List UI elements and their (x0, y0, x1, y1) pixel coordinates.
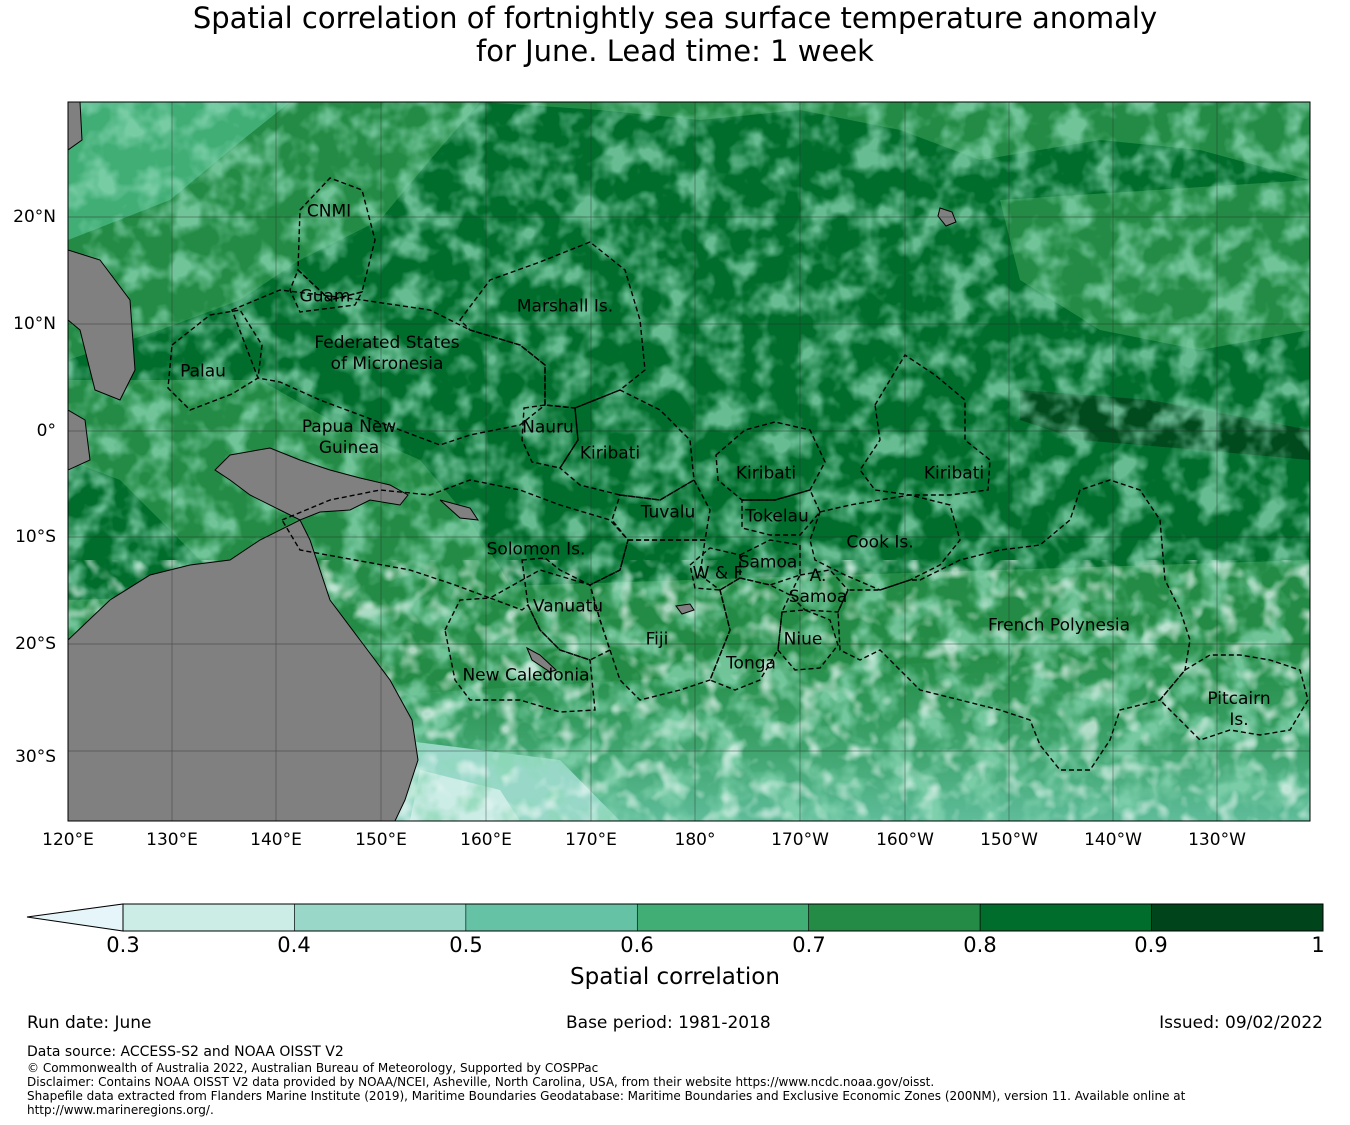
taiwan (68, 102, 83, 151)
colorbar-tick: 0.3 (106, 933, 140, 957)
region-label-niue: Niue (783, 629, 823, 650)
region-label-kiribati-phoenix: Kiribati (735, 463, 797, 484)
lat-label-30s: 30°S (15, 747, 56, 767)
shapefile-credit-line1: Shapefile data extracted from Flanders M… (27, 1089, 1186, 1103)
colorbar-under-triangle (26, 903, 124, 932)
base-period: Base period: 1981-2018 (566, 1013, 771, 1033)
lat-label-20n: 20°N (13, 207, 56, 227)
lon-label-140e: 140°E (250, 830, 302, 850)
lon-label-150e: 150°E (355, 830, 407, 850)
region-label-pitcairn: Pitcairn Is. (1207, 689, 1270, 731)
colorbar-bin (294, 903, 467, 932)
colorbar-bin (122, 903, 295, 932)
new-caledonia (525, 646, 557, 673)
issued-date: Issued: 09/02/2022 (1159, 1013, 1323, 1033)
region-label-png-line1: Papua New (301, 417, 397, 437)
graticule (68, 102, 1310, 821)
region-label-wallis-futuna: W & F (692, 563, 744, 584)
lat-label-20s: 20°S (15, 634, 56, 654)
lon-label-120e: 120°E (42, 830, 94, 850)
colorbar (26, 903, 1324, 932)
map-frame (67, 101, 1311, 822)
eez-boundaries (167, 177, 1309, 771)
region-label-fiji: Fiji (645, 629, 669, 650)
region-label-as-line2: Samoa (788, 587, 848, 607)
region-label-fsm-line1: Federated States (314, 333, 460, 353)
region-label-kiribati-line: Kiribati (923, 463, 985, 484)
map-title: Spatial correlation of fortnightly sea s… (0, 2, 1350, 68)
colorbar-tick: 0.9 (1134, 933, 1168, 957)
region-label-vanuatu: Vanuatu (532, 596, 604, 617)
australia (68, 519, 419, 821)
lon-label-130w: 130°W (1188, 830, 1246, 850)
lon-label-170e: 170°E (565, 830, 617, 850)
colorbar-tick: 0.8 (963, 933, 997, 957)
region-label-nauru: Nauru (522, 417, 574, 438)
region-label-american-samoa: A. Samoa (789, 566, 848, 608)
philippines (68, 249, 136, 401)
region-label-cnmi: CNMI (306, 201, 352, 222)
region-label-png: Papua New Guinea (302, 417, 396, 459)
lat-label-10s: 10°S (15, 527, 56, 547)
region-label-as-line1: A. (809, 566, 827, 586)
colorbar-tick: 1 (1311, 933, 1325, 957)
land (68, 102, 957, 821)
lat-label-10n: 10°N (13, 314, 56, 334)
colorbar-bin (636, 903, 810, 932)
title-line-1: Spatial correlation of fortnightly sea s… (192, 1, 1158, 35)
colorbar-bin (979, 903, 1152, 932)
colorbar-label: Spatial correlation (570, 964, 780, 990)
region-label-samoa: Samoa (738, 552, 798, 573)
new-guinea (214, 447, 409, 521)
lon-label-160w: 160°W (876, 830, 934, 850)
region-label-kiribati-gilbert: Kiribati (579, 443, 641, 464)
lat-label-0: 0° (36, 421, 56, 441)
region-label-png-line2: Guinea (318, 438, 380, 458)
copyright: © Commonwealth of Australia 2022, Austra… (27, 1061, 599, 1075)
colorbar-bin (808, 903, 981, 932)
lon-label-130e: 130°E (146, 830, 198, 850)
footer-notes: Data source: ACCESS-S2 and NOAA OISST V2… (27, 1044, 1327, 1117)
region-label-tuvalu: Tuvalu (640, 502, 696, 523)
region-label-guam: Guam (299, 286, 351, 307)
solomons (439, 499, 480, 521)
colorbar-tick: 0.4 (277, 933, 311, 957)
region-label-fsm: Federated States of Micronesia (314, 333, 459, 375)
colorbar-bin (465, 903, 638, 932)
borneo-edge (68, 409, 91, 471)
title-line-2: for June. Lead time: 1 week (476, 34, 874, 68)
data-source: Data source: ACCESS-S2 and NOAA OISST V2 (27, 1044, 344, 1060)
colorbar-tick: 0.7 (792, 933, 826, 957)
colorbar-tick: 0.5 (449, 933, 483, 957)
run-date: Run date: June (27, 1013, 152, 1033)
colorbar-tick: 0.6 (620, 933, 654, 957)
lon-label-170w: 170°W (771, 830, 829, 850)
lon-label-160e: 160°E (460, 830, 512, 850)
region-label-solomon: Solomon Is. (486, 539, 586, 560)
region-label-cook: Cook Is. (846, 532, 914, 553)
lon-label-140w: 140°W (1084, 830, 1142, 850)
region-label-fsm-line2: of Micronesia (330, 354, 444, 374)
lon-label-180: 180° (674, 830, 716, 850)
lon-label-150w: 150°W (980, 830, 1038, 850)
region-label-french-polynesia: French Polynesia (988, 615, 1130, 636)
fiji (675, 603, 695, 615)
disclaimer: Disclaimer: Contains NOAA OISST V2 data … (27, 1075, 935, 1089)
shapefile-credit-line2: http://www.marineregions.org/. (27, 1103, 214, 1117)
region-label-tokelau: Tokelau (745, 506, 809, 527)
region-label-tonga: Tonga (726, 653, 776, 674)
region-label-pitcairn-line2: Is. (1229, 710, 1249, 730)
region-label-pitcairn-line1: Pitcairn (1207, 689, 1271, 709)
colorbar-bin (1151, 903, 1324, 932)
region-label-new-caledonia: New Caledonia (462, 665, 590, 686)
region-label-marshall: Marshall Is. (516, 296, 614, 317)
region-label-palau: Palau (180, 361, 226, 382)
